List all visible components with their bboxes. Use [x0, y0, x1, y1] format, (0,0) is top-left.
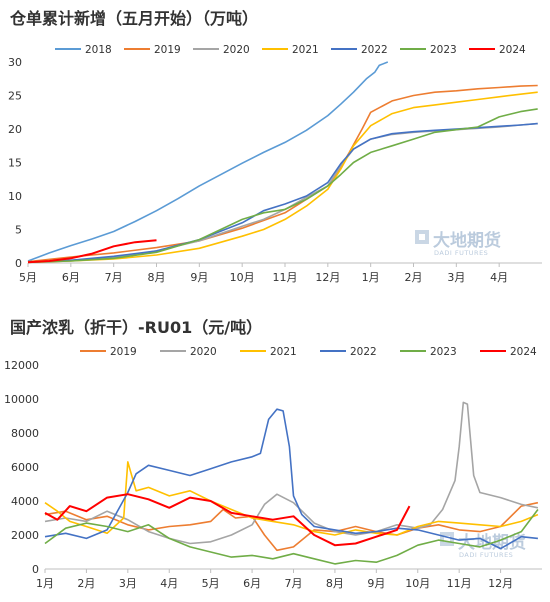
watermark-1-main: 大地期货 [433, 230, 501, 251]
c2-y-tick-label: 0 [32, 563, 39, 576]
c1-series-2024-line [27, 239, 157, 264]
c1-y-tick-label: 10 [8, 190, 22, 203]
c2-x-tick-label: 2月 [77, 577, 95, 590]
dadi-logo-icon [415, 230, 429, 244]
c1-y-tick-label: 0 [15, 257, 22, 270]
c2-x-tick-label: 4月 [160, 577, 178, 590]
c1-x-tick-label: 4月 [490, 271, 508, 284]
watermark-1: 大地期货 DADI FUTURES [415, 230, 501, 257]
c1-legend-label-2018: 2018 [85, 44, 112, 56]
c2-y-tick-label: 4000 [11, 495, 39, 508]
c2-y-tick-label: 8000 [11, 427, 39, 440]
c1-x-tick-label: 1月 [362, 271, 380, 284]
chart-title-1: 仓单累计新增（五月开始）（万吨） [9, 9, 258, 28]
c1-legend-label-2021: 2021 [292, 44, 319, 56]
c1-x-tick-label: 3月 [447, 271, 465, 284]
c1-y-tick-label: 5 [15, 224, 22, 237]
c1-x-tick-label: 8月 [148, 271, 166, 284]
c2-x-tick-label: 9月 [367, 577, 385, 590]
c1-x-tick-label: 5月 [19, 271, 37, 284]
c1-x-tick-label: 7月 [105, 271, 123, 284]
c2-series-2020-line [44, 401, 539, 545]
c1-legend-label-2020: 2020 [223, 44, 250, 56]
c1-y-tick-label: 20 [8, 123, 22, 136]
c1-series-2021-line [27, 91, 538, 264]
c1-y-tick-label: 30 [8, 56, 22, 69]
c1-legend-label-2022: 2022 [361, 44, 388, 56]
c2-legend-label-2021: 2021 [270, 346, 297, 358]
c2-legend-label-2023: 2023 [430, 346, 457, 358]
legend-1: 2018 2019 2020 2021 2022 2023 2024 [55, 44, 526, 56]
c2-series-2019-line [44, 501, 539, 552]
c2-y-tick-label: 12000 [4, 359, 39, 372]
c2-series-2022-line [44, 408, 538, 550]
c1-x-tick-label: 6月 [62, 271, 80, 284]
c1-x-tick-label: 11月 [273, 271, 298, 284]
c2-x-tick-label: 11月 [447, 577, 472, 590]
c2-y-tick-label: 6000 [11, 461, 39, 474]
c2-x-tick-label: 7月 [285, 577, 303, 590]
c1-y-tick-label: 25 [8, 90, 22, 103]
c2-series-2024-line [44, 493, 411, 547]
c2-series-2021-line [44, 461, 539, 536]
c2-series-2023-line [44, 509, 539, 565]
c1-x-tick-label: 9月 [190, 271, 208, 284]
c1-legend-label-2019: 2019 [154, 44, 181, 56]
c1-legend-label-2024: 2024 [499, 44, 526, 56]
watermark-1-sub: DADI FUTURES [434, 249, 488, 257]
c2-x-tick-label: 10月 [405, 577, 430, 590]
legend-2: 2019 2020 2021 2022 2023 2024 [80, 346, 537, 358]
c2-y-tick-label: 10000 [4, 393, 39, 406]
c2-x-tick-label: 5月 [202, 577, 220, 590]
watermark-2-sub: DADI FUTURES [459, 551, 513, 559]
c2-legend-label-2019: 2019 [110, 346, 137, 358]
chart-title-2: 国产浓乳（折干）-RU01（元/吨） [10, 318, 262, 337]
c2-legend-label-2024: 2024 [510, 346, 537, 358]
c1-series-2018-line [27, 61, 389, 262]
c2-y-tick-label: 2000 [11, 529, 39, 542]
c1-x-tick-label: 10月 [230, 271, 255, 284]
chart-warehouse-receipts: 仓单累计新增（五月开始）（万吨） 0 5 10 15 20 25 30 5月 6月 7月 8月 9月 1… [8, 9, 542, 284]
c2-x-tick-label: 6月 [243, 577, 261, 590]
c2-x-tick-label: 3月 [119, 577, 137, 590]
c1-y-tick-label: 15 [8, 157, 22, 170]
c1-x-tick-label: 2月 [405, 271, 423, 284]
chart-concentrated-latex-spread: 国产浓乳（折干）-RU01（元/吨） 0 2000 4000 6000 8000 1000… [4, 318, 542, 590]
c2-x-tick-label: 1月 [36, 577, 54, 590]
c2-legend-label-2022: 2022 [350, 346, 377, 358]
c1-x-tick-label: 12月 [315, 271, 340, 284]
c1-legend-label-2023: 2023 [430, 44, 457, 56]
c1-series-2023-line [27, 108, 538, 264]
c2-legend-label-2020: 2020 [190, 346, 217, 358]
c2-x-tick-label: 8月 [326, 577, 344, 590]
c2-x-tick-label: 12月 [488, 577, 513, 590]
